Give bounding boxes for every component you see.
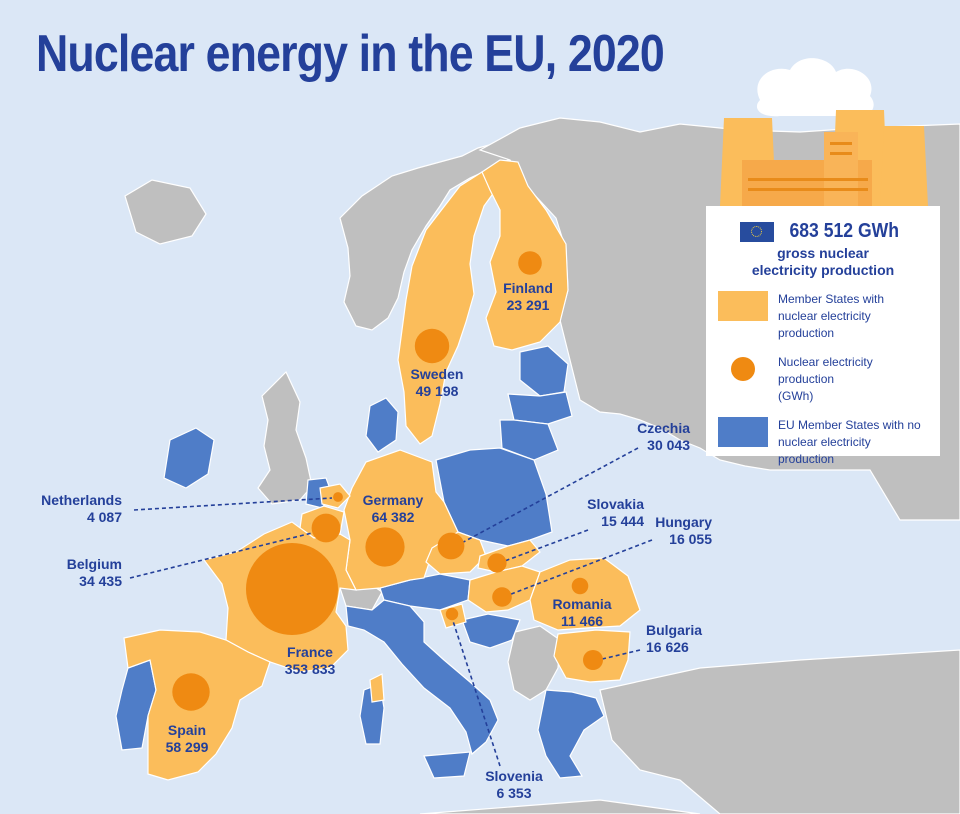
label-slovenia: Slovenia 6 353	[485, 768, 543, 801]
bubble-belgium	[311, 513, 341, 543]
sweden	[397, 171, 501, 445]
bubble-finland	[518, 251, 542, 275]
leader-lines	[129, 447, 653, 767]
total-production-value: 683 512 GWh	[789, 220, 899, 242]
power-plant-illustration	[720, 58, 928, 206]
non-producer-swatch-icon	[718, 417, 768, 447]
bubble-netherlands	[333, 492, 343, 502]
bubble-germany	[365, 527, 405, 567]
legend-item-producers: Member States with nuclear electricity p…	[718, 291, 928, 342]
croatia	[461, 613, 521, 649]
leader-belgium	[129, 531, 317, 579]
bubble-france	[246, 543, 338, 635]
estonia	[519, 345, 569, 397]
bubble-label-line-2: (GWh)	[778, 389, 814, 403]
label-germany: Germany 64 382	[362, 492, 424, 525]
latvia	[507, 391, 573, 425]
label-belgium: Belgium 34 435	[66, 556, 122, 589]
non-producer-label-line-2: nuclear electricity production	[778, 435, 871, 466]
label-netherlands: Netherlands 4 087	[41, 492, 122, 525]
bubble-label-line-1: Nuclear electricity production	[778, 355, 873, 386]
eu-non-producers	[115, 345, 605, 779]
producer-label-line-1: Member States with	[778, 292, 885, 306]
turkey	[599, 649, 960, 814]
label-romania: Romania 11 466	[552, 596, 612, 629]
producer-swatch-icon	[718, 291, 768, 321]
balkans	[507, 625, 561, 701]
label-sweden: Sweden 49 198	[410, 366, 464, 399]
producer-label-line-2: nuclear electricity production	[778, 309, 871, 340]
leader-bulgaria	[597, 649, 641, 661]
lithuania	[499, 419, 559, 461]
bubble-slovenia	[445, 607, 459, 621]
total-production-caption: gross nuclear electricity production	[718, 245, 928, 279]
great-britain	[257, 370, 313, 505]
label-czechia: Czechia 30 043	[637, 420, 690, 453]
legend-total-row: 683 512 GWh	[718, 220, 928, 243]
leader-slovenia	[451, 617, 501, 767]
denmark	[365, 397, 399, 453]
production-bubbles	[172, 251, 603, 711]
label-finland: Finland 23 291	[503, 280, 553, 313]
label-slovakia: Slovakia 15 444	[587, 496, 644, 529]
legend-panel: 683 512 GWh gross nuclear electricity pr…	[706, 206, 940, 466]
bubble-hungary	[492, 587, 512, 607]
leader-hungary	[505, 539, 653, 597]
label-france: France 353 833	[284, 644, 336, 677]
bubble-czechia	[437, 532, 465, 560]
building-windows	[748, 142, 868, 191]
greece	[537, 689, 605, 779]
steam-cloud	[756, 58, 874, 119]
bubble-spain	[172, 673, 210, 711]
non-producer-label-line-1: EU Member States with no	[778, 418, 921, 432]
legend-item-bubble: Nuclear electricity production (GWh)	[718, 354, 928, 405]
bubble-slovakia	[487, 553, 507, 573]
bubble-sweden	[414, 328, 450, 364]
caption-line-2: electricity production	[751, 262, 895, 278]
cooling-tower-right	[880, 126, 928, 206]
leader-slovakia	[501, 529, 589, 563]
ireland	[163, 427, 215, 489]
label-spain: Spain 58 299	[165, 722, 209, 755]
legend-item-bubble-label: Nuclear electricity production (GWh)	[778, 354, 928, 405]
corsica	[369, 673, 385, 703]
label-hungary: Hungary 16 055	[655, 514, 712, 547]
legend-item-non-producers-label: EU Member States with no nuclear electri…	[778, 417, 928, 468]
norway	[339, 141, 513, 331]
page-title: Nuclear energy in the EU, 2020	[36, 25, 665, 83]
legend-item-non-producers: EU Member States with no nuclear electri…	[718, 417, 928, 468]
bubble-swatch-icon	[718, 354, 768, 384]
north-africa	[419, 799, 701, 814]
iceland	[124, 179, 207, 245]
bubble-bulgaria	[583, 650, 603, 670]
italy	[345, 599, 499, 756]
eu-flag-icon	[739, 221, 774, 242]
leader-netherlands	[133, 497, 333, 511]
caption-line-1: gross nuclear	[777, 245, 869, 261]
bubble-romania	[571, 577, 589, 595]
sicily	[423, 751, 471, 779]
label-bulgaria: Bulgaria 16 626	[646, 622, 703, 655]
legend-item-producers-label: Member States with nuclear electricity p…	[778, 291, 928, 342]
